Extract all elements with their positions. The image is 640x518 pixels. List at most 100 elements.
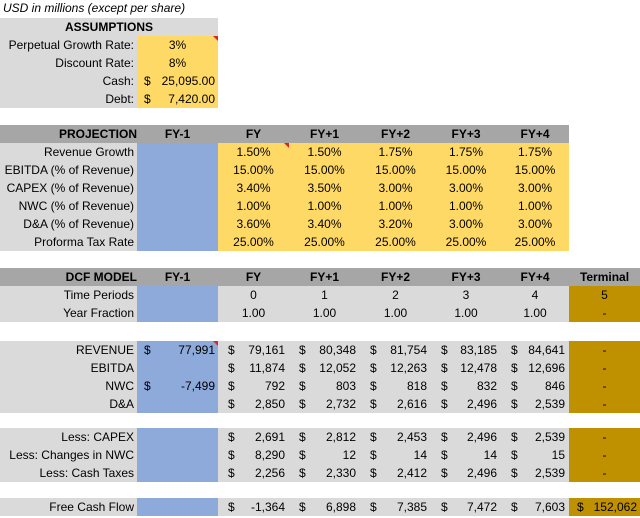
financial-value-cell[interactable] (218, 498, 569, 516)
projection-value: 3.50% (307, 181, 342, 195)
historic-cell[interactable] (137, 233, 218, 251)
currency-symbol: $ (511, 397, 518, 411)
terminal-cell[interactable] (569, 341, 640, 359)
projection-label-cell[interactable] (0, 233, 137, 251)
currency-symbol: $ (370, 466, 377, 480)
financial-label-cell[interactable] (0, 446, 137, 464)
projection-label-cell[interactable] (0, 197, 137, 215)
historic-cell[interactable] (137, 143, 218, 161)
projection-label: EBITDA (% of Revenue) (4, 163, 134, 177)
projection-value: 3.60% (236, 217, 271, 231)
currency-symbol: $ (228, 343, 235, 357)
projection-label-cell[interactable] (0, 161, 137, 179)
terminal-cell[interactable] (569, 377, 640, 395)
terminal-cell[interactable] (569, 498, 640, 516)
assumption-value: 25,095.00 (161, 74, 215, 88)
terminal-cell[interactable] (569, 446, 640, 464)
terminal-cell[interactable] (569, 359, 640, 377)
financial-value-cell[interactable] (218, 395, 569, 413)
dcf-value: 2 (392, 288, 399, 302)
projection-input-cell[interactable] (218, 143, 569, 161)
dcf-value-cell[interactable] (218, 304, 569, 322)
assumption-value: 8% (168, 56, 187, 70)
dcf-value: 1.00 (454, 306, 478, 320)
projection-input-cell[interactable] (218, 179, 569, 197)
historic-cell[interactable] (137, 464, 218, 482)
dcf-header-row[interactable] (0, 268, 640, 286)
historic-cell[interactable] (137, 341, 218, 359)
projection-value: 1.00% (307, 199, 342, 213)
financial-value: 2,539 (534, 430, 565, 444)
assumption-label-cell[interactable] (0, 90, 137, 108)
historic-cell[interactable] (137, 498, 218, 516)
assumption-label-cell[interactable] (0, 72, 137, 90)
dcf-value: 1 (321, 288, 328, 302)
column-header: FY+2 (380, 127, 410, 141)
financial-label-cell[interactable] (0, 341, 137, 359)
financial-value: 2,256 (254, 466, 285, 480)
assumptions-header[interactable] (0, 18, 218, 36)
dcf-value-cell[interactable] (218, 286, 569, 304)
projection-value: 1.50% (236, 145, 271, 159)
financial-value: 2,330 (325, 466, 356, 480)
historic-cell[interactable] (137, 428, 218, 446)
terminal-cell[interactable] (569, 395, 640, 413)
financial-value-cell[interactable] (218, 359, 569, 377)
financial-label: Free Cash Flow (49, 500, 134, 514)
projection-label-cell[interactable] (0, 179, 137, 197)
financial-label-cell[interactable] (0, 359, 137, 377)
financial-value: 84,641 (528, 343, 565, 357)
dcf-label-cell[interactable] (0, 304, 137, 322)
historic-cell[interactable] (137, 286, 218, 304)
projection-input-cell[interactable] (218, 233, 569, 251)
terminal-cell[interactable] (569, 464, 640, 482)
projection-input-cell[interactable] (218, 197, 569, 215)
historic-cell[interactable] (137, 359, 218, 377)
financial-value-cell[interactable] (218, 428, 569, 446)
historic-cell[interactable] (137, 179, 218, 197)
currency-symbol: $ (370, 448, 377, 462)
financial-value: 792 (264, 379, 285, 393)
financial-value-cell[interactable] (218, 446, 569, 464)
historic-cell[interactable] (137, 446, 218, 464)
financial-value-cell[interactable] (218, 377, 569, 395)
financial-value: 2,539 (534, 466, 565, 480)
financial-label-cell[interactable] (0, 498, 137, 516)
historic-cell[interactable] (137, 395, 218, 413)
terminal-cell[interactable] (569, 304, 640, 322)
projection-value: 1.00% (448, 199, 484, 213)
assumption-value-cell[interactable] (137, 72, 218, 90)
financial-label-cell[interactable] (0, 377, 137, 395)
dcf-value: 4 (531, 288, 539, 302)
projection-header-row[interactable] (0, 125, 569, 143)
historic-cell[interactable] (137, 197, 218, 215)
projection-label-cell[interactable] (0, 143, 137, 161)
currency-symbol: $ (441, 448, 448, 462)
financial-value: 2,732 (325, 397, 356, 411)
dcf-label-cell[interactable] (0, 286, 137, 304)
projection-value: 15.00% (514, 163, 556, 177)
historic-cell[interactable] (137, 161, 218, 179)
financial-value: 2,496 (466, 397, 497, 411)
financial-label-cell[interactable] (0, 464, 137, 482)
dcf-row-label: Time Periods (63, 288, 134, 302)
dcf-row-label: Year Fraction (63, 306, 134, 320)
assumption-label-cell[interactable] (0, 36, 137, 54)
financial-label-cell[interactable] (0, 428, 137, 446)
terminal-cell[interactable] (569, 286, 640, 304)
financial-value-cell[interactable] (218, 341, 569, 359)
assumption-label-cell[interactable] (0, 54, 137, 72)
financial-value-cell[interactable] (218, 464, 569, 482)
financial-label-cell[interactable] (0, 395, 137, 413)
projection-label: NWC (% of Revenue) (18, 199, 134, 213)
projection-input-cell[interactable] (218, 215, 569, 233)
historic-cell[interactable] (137, 304, 218, 322)
projection-input-cell[interactable] (218, 161, 569, 179)
assumption-value-cell[interactable] (137, 54, 218, 72)
projection-label-cell[interactable] (0, 215, 137, 233)
assumption-value-cell[interactable] (137, 36, 218, 54)
historic-cell[interactable] (137, 215, 218, 233)
assumption-value-cell[interactable] (137, 90, 218, 108)
historic-cell[interactable] (137, 377, 218, 395)
terminal-cell[interactable] (569, 428, 640, 446)
